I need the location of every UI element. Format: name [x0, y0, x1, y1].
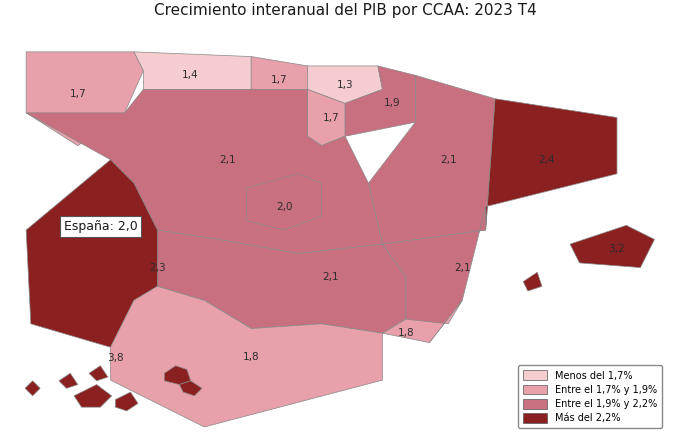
Polygon shape: [74, 384, 112, 407]
Text: 2,1: 2,1: [440, 155, 457, 165]
Polygon shape: [25, 381, 40, 396]
Polygon shape: [523, 272, 542, 291]
Polygon shape: [110, 286, 382, 427]
Polygon shape: [134, 52, 251, 89]
Polygon shape: [59, 373, 78, 388]
Text: 1,9: 1,9: [384, 99, 400, 108]
Text: 3,8: 3,8: [107, 353, 124, 363]
Text: 1,7: 1,7: [323, 112, 339, 122]
Text: España: 2,0: España: 2,0: [63, 220, 137, 233]
Text: 2,0: 2,0: [276, 202, 293, 211]
Polygon shape: [382, 207, 486, 343]
Polygon shape: [570, 225, 655, 267]
Polygon shape: [26, 89, 382, 254]
Polygon shape: [251, 56, 308, 89]
Polygon shape: [115, 392, 138, 411]
Text: 1,8: 1,8: [397, 328, 414, 338]
Text: 1,8: 1,8: [243, 352, 259, 362]
Polygon shape: [345, 66, 415, 136]
Polygon shape: [179, 381, 202, 396]
Polygon shape: [308, 89, 345, 146]
Polygon shape: [382, 300, 462, 343]
Polygon shape: [308, 66, 382, 103]
Text: 1,3: 1,3: [337, 80, 353, 90]
Text: 1,7: 1,7: [271, 75, 288, 85]
Text: 2,1: 2,1: [219, 155, 236, 165]
Polygon shape: [246, 174, 322, 230]
Polygon shape: [164, 366, 190, 384]
Text: 2,4: 2,4: [538, 155, 555, 165]
Text: 2,1: 2,1: [454, 263, 471, 272]
Text: 2,3: 2,3: [149, 263, 166, 272]
Polygon shape: [486, 99, 617, 230]
Text: 2,1: 2,1: [323, 272, 339, 282]
Polygon shape: [89, 366, 108, 381]
Title: Crecimiento interanual del PIB por CCAA: 2023 T4: Crecimiento interanual del PIB por CCAA:…: [154, 3, 536, 17]
Polygon shape: [157, 230, 406, 333]
Text: 1,4: 1,4: [182, 70, 199, 80]
Polygon shape: [26, 52, 144, 146]
Text: 1,7: 1,7: [70, 89, 86, 99]
Legend: Menos del 1,7%, Entre el 1,7% y 1,9%, Entre el 1,9% y 2,2%, Más del 2,2%: Menos del 1,7%, Entre el 1,7% y 1,9%, En…: [518, 366, 662, 428]
Text: 3,2: 3,2: [609, 244, 625, 254]
Polygon shape: [368, 75, 495, 244]
Polygon shape: [26, 159, 157, 347]
